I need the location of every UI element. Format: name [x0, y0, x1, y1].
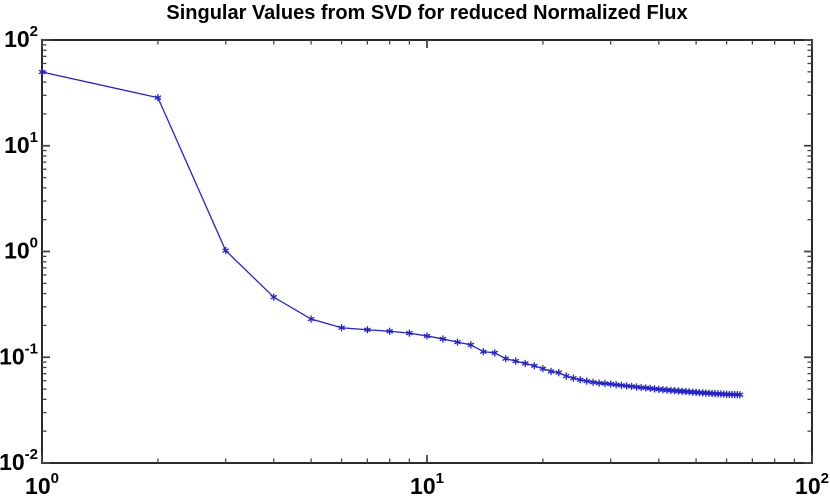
- data-marker: [521, 359, 529, 367]
- data-marker: [338, 324, 346, 332]
- data-marker: [569, 374, 577, 382]
- data-marker: [307, 315, 315, 323]
- data-marker: [595, 379, 603, 387]
- y-tick-label: 102: [4, 23, 38, 52]
- y-axis-tick-labels: 102 101 100 10-1 10-2: [0, 23, 38, 475]
- y-axis-ticks: [42, 39, 812, 464]
- data-marker: [502, 355, 510, 363]
- data-marker: [601, 379, 609, 388]
- data-marker: [576, 376, 584, 384]
- data-marker: [607, 380, 615, 388]
- data-marker: [467, 341, 475, 349]
- x-tick-label: 101: [410, 470, 444, 499]
- data-line: [41, 71, 740, 396]
- y-tick-label: 10-2: [0, 446, 38, 475]
- data-markers: [38, 68, 744, 399]
- y-tick-label: 10-1: [0, 340, 38, 369]
- chart-title: Singular Values from SVD for reduced Nor…: [166, 2, 688, 24]
- data-marker: [491, 349, 499, 357]
- data-marker: [736, 391, 744, 399]
- data-marker: [154, 94, 162, 102]
- x-axis-ticks: [41, 40, 813, 463]
- plot-box: [41, 39, 813, 464]
- data-marker: [405, 329, 413, 337]
- data-marker: [363, 326, 371, 334]
- x-axis-tick-labels: 100 101 102: [25, 470, 829, 499]
- data-marker: [479, 348, 487, 356]
- data-marker: [612, 381, 620, 389]
- data-marker: [38, 68, 46, 76]
- data-marker: [512, 357, 520, 365]
- y-tick-label: 100: [4, 235, 38, 264]
- y-tick-label: 101: [4, 129, 38, 158]
- data-marker: [589, 378, 597, 386]
- data-marker: [555, 369, 563, 377]
- data-marker: [386, 327, 394, 335]
- data-marker: [530, 362, 538, 370]
- data-marker: [539, 365, 547, 373]
- data-marker: [454, 338, 461, 346]
- data-marker: [439, 335, 447, 343]
- data-marker: [222, 246, 230, 255]
- data-marker: [562, 372, 570, 380]
- x-tick-label: 102: [795, 470, 829, 499]
- x-tick-label: 100: [25, 470, 59, 499]
- data-marker: [270, 293, 278, 301]
- data-marker: [547, 367, 555, 375]
- data-marker: [583, 377, 591, 385]
- data-marker: [423, 332, 431, 340]
